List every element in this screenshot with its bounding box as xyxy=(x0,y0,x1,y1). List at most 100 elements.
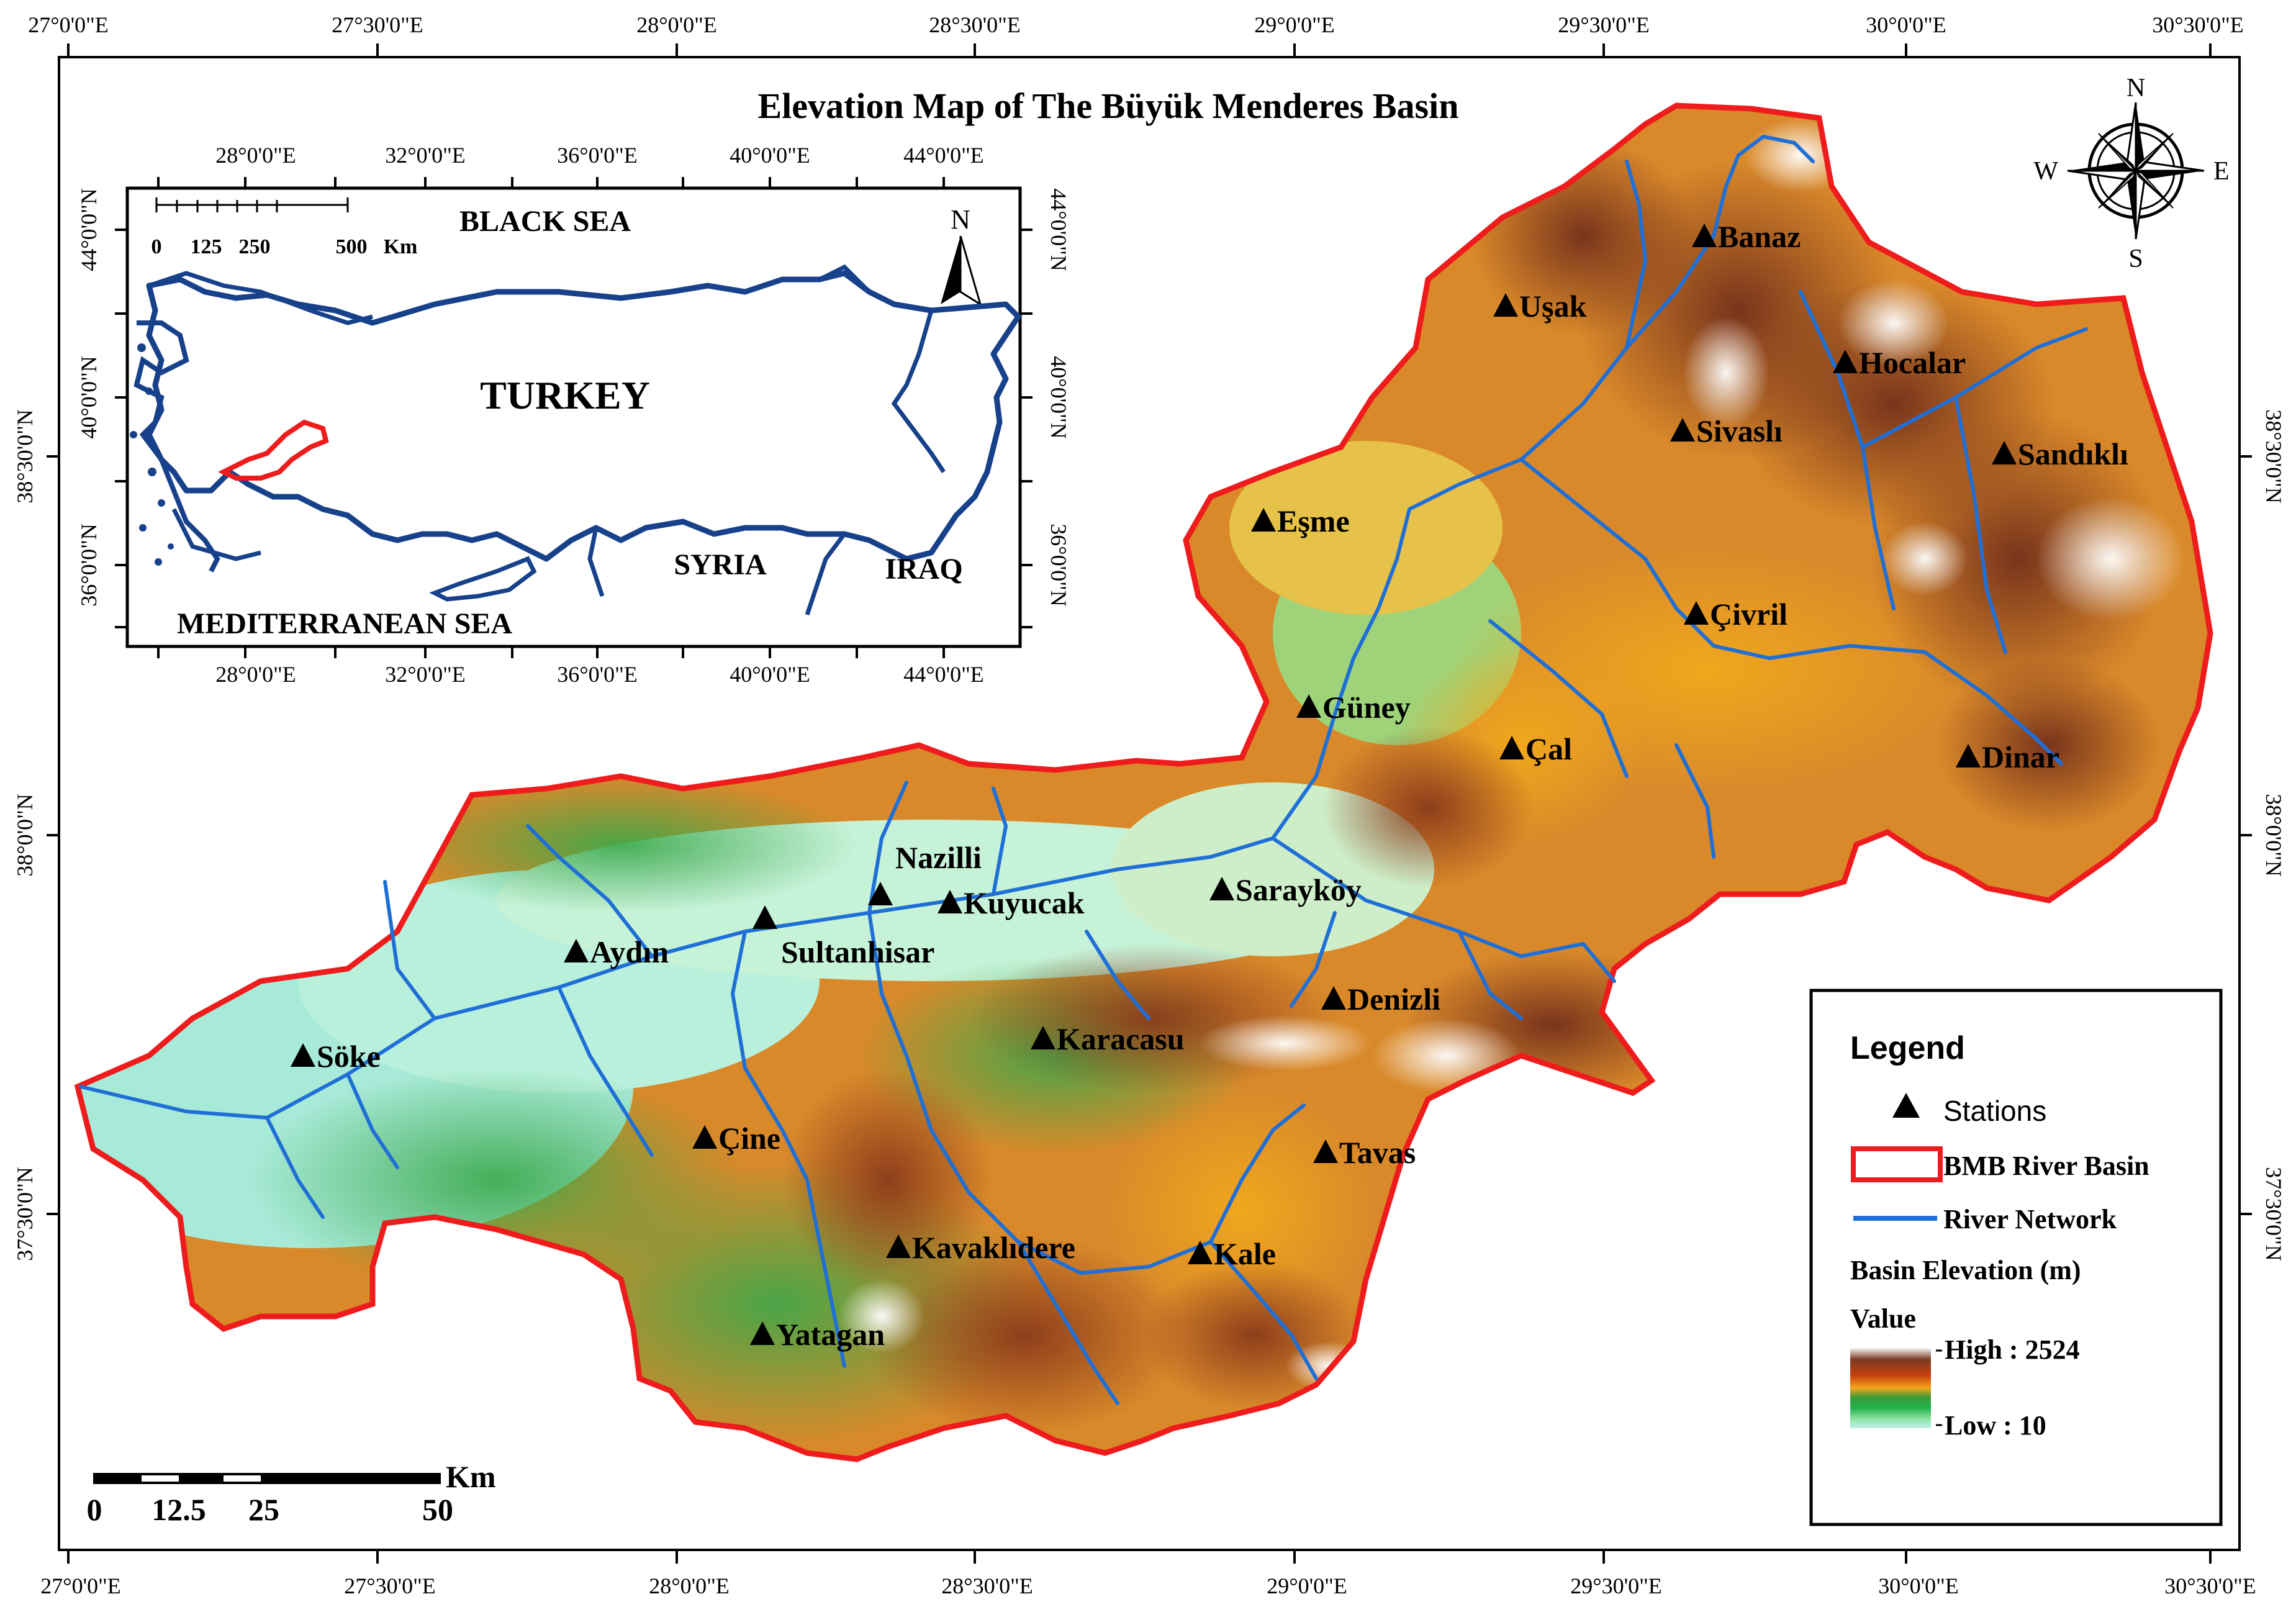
station-yatagan[interactable]: Yatagan xyxy=(750,1317,885,1352)
inset-lon-bottom: 28°0'0"E xyxy=(215,662,296,687)
map-title: Elevation Map of The Büyük Menderes Basi… xyxy=(757,86,1458,126)
top-longitude-labels: 27°0'0"E 27°30'0"E 28°0'0"E 28°30'0"E 29… xyxy=(28,12,2244,37)
lat-label-right: 38°0'0"N xyxy=(2261,794,2286,877)
station-sultanhisar[interactable]: Sultanhisar xyxy=(753,905,934,969)
inset-lat-right: 36°0'0"N xyxy=(1046,523,1071,607)
station-sivasli[interactable]: Sivaslı xyxy=(1670,414,1783,448)
station-kale[interactable]: Kale xyxy=(1188,1236,1276,1271)
station-dinar[interactable]: Dinar xyxy=(1956,740,2059,774)
bottom-longitude-labels: 27°0'0"E 27°30'0"E 28°0'0"E 28°30'0"E 29… xyxy=(40,1574,2256,1598)
inset-north-arrow-icon: N xyxy=(941,204,982,307)
station-marker-icon xyxy=(1833,350,1858,373)
compass-s-label: S xyxy=(2128,245,2143,273)
lon-label-bottom: 29°0'0"E xyxy=(1267,1574,1347,1598)
station-label: Sultanhisar xyxy=(781,935,934,969)
legend-stations-label: Stations xyxy=(1943,1095,2046,1127)
station-label: Söke xyxy=(317,1039,381,1074)
station-karacasu[interactable]: Karacasu xyxy=(1031,1021,1185,1056)
station-marker-icon xyxy=(753,905,777,929)
turkey-outline xyxy=(146,270,1021,562)
station-tavas[interactable]: Tavas xyxy=(1313,1135,1416,1170)
station-label: Sandıklı xyxy=(2018,437,2128,471)
station-marker-icon xyxy=(750,1321,775,1345)
lon-label-top: 28°30'0"E xyxy=(929,12,1021,37)
compass-rose-icon: N S E W xyxy=(2033,74,2229,273)
station-label: Tavas xyxy=(1339,1135,1416,1170)
legend-basin-label: BMB River Basin xyxy=(1943,1151,2149,1181)
inset-lon-bottom: 32°0'0"E xyxy=(385,662,466,687)
inset-label-syria: SYRIA xyxy=(674,548,767,581)
station-usak[interactable]: Uşak xyxy=(1493,289,1587,324)
lon-label-bottom: 30°0'0"E xyxy=(1878,1574,1959,1598)
inset-label-mediterranean: MEDITERRANEAN SEA xyxy=(177,607,512,640)
station-marker-icon xyxy=(886,1234,911,1258)
station-guney[interactable]: Güney xyxy=(1296,690,1411,725)
station-label: Eşme xyxy=(1277,504,1350,538)
lon-label-bottom: 29°30'0"E xyxy=(1570,1574,1662,1598)
inset-label-black-sea: BLACK SEA xyxy=(459,205,631,238)
station-marker-icon xyxy=(1251,508,1276,532)
station-kuyucak[interactable]: Kuyucak xyxy=(938,885,1085,920)
station-aydin[interactable]: Aydın xyxy=(564,935,669,969)
compass-n-label: N xyxy=(2127,74,2145,102)
inset-lon-top: 36°0'0"E xyxy=(557,143,638,168)
station-marker-icon xyxy=(1209,877,1234,900)
lat-label-left: 38°30'0"N xyxy=(12,409,37,504)
station-hocalar[interactable]: Hocalar xyxy=(1833,345,1966,380)
scale-label: 50 xyxy=(422,1492,453,1527)
inset-lat-right: 40°0'0"N xyxy=(1046,356,1071,439)
station-sandikli[interactable]: Sandıklı xyxy=(1992,437,2128,471)
station-label: Karacasu xyxy=(1057,1021,1185,1056)
inset-label-turkey: TURKEY xyxy=(480,373,650,417)
main-scale-bar: 0 12.5 25 50 Km xyxy=(87,1459,496,1527)
compass-w-label: W xyxy=(2033,157,2058,186)
legend-low-label: Low : 10 xyxy=(1945,1410,2046,1441)
lon-label-top: 29°0'0"E xyxy=(1254,12,1335,37)
station-cal[interactable]: Çal xyxy=(1499,731,1572,766)
station-marker-icon xyxy=(1188,1241,1213,1264)
legend-title: Legend xyxy=(1850,1030,1965,1066)
station-label: Kuyucak xyxy=(964,885,1085,920)
station-label: Kale xyxy=(1214,1236,1276,1271)
river-network xyxy=(79,135,2088,1405)
lon-label-top: 29°30'0"E xyxy=(1558,12,1650,37)
stations-layer: Banaz Uşak Hocalar Sivaslı Sandıklı Eşme… xyxy=(291,219,2128,1352)
legend-station-icon xyxy=(1892,1093,1920,1118)
inset-scale-label: Km xyxy=(384,235,418,258)
lat-label-right: 38°30'0"N xyxy=(2261,409,2286,504)
station-label: Dinar xyxy=(1982,740,2059,774)
scale-label: 25 xyxy=(248,1492,279,1527)
station-label: Çivril xyxy=(1710,597,1788,632)
station-nazilli[interactable]: Nazilli xyxy=(868,840,982,905)
station-cine[interactable]: Çine xyxy=(692,1121,780,1156)
lon-label-bottom: 28°30'0"E xyxy=(941,1574,1033,1598)
station-soke[interactable]: Söke xyxy=(291,1039,381,1074)
lon-label-top: 28°0'0"E xyxy=(636,12,717,37)
station-esme[interactable]: Eşme xyxy=(1251,504,1350,538)
station-label: Denizli xyxy=(1347,982,1440,1017)
inset-label-iraq: IRAQ xyxy=(885,553,962,586)
legend-elevation-title: Basin Elevation (m) xyxy=(1850,1255,2081,1285)
station-denizli[interactable]: Denizli xyxy=(1321,982,1440,1017)
station-civril[interactable]: Çivril xyxy=(1684,597,1788,632)
station-saraykoy[interactable]: Sarayköy xyxy=(1209,872,1362,907)
lat-label-left: 37°30'0"N xyxy=(12,1167,37,1261)
left-latitude-labels: 38°30'0"N 38°0'0"N 37°30'0"N xyxy=(12,409,37,1261)
inset-scale-label: 0 xyxy=(151,235,162,258)
legend-elevation-ramp xyxy=(1850,1347,1931,1428)
station-label: Sarayköy xyxy=(1236,872,1362,907)
latitude-ticks xyxy=(47,455,2252,1215)
lat-label-left: 38°0'0"N xyxy=(12,794,37,877)
scale-unit: Km xyxy=(446,1459,496,1494)
inset-lat-right: 44°0'0"N xyxy=(1046,188,1071,271)
station-kavaklidere[interactable]: Kavaklıdere xyxy=(886,1230,1075,1265)
inset-lat-left: 36°0'0"N xyxy=(76,523,101,607)
station-label: Sivaslı xyxy=(1696,414,1783,448)
lon-label-bottom: 30°30'0"E xyxy=(2164,1574,2256,1598)
lat-label-right: 37°30'0"N xyxy=(2261,1167,2286,1261)
legend-basin-swatch xyxy=(1851,1146,1943,1182)
lon-label-top: 27°30'0"E xyxy=(332,12,423,37)
legend: Legend Stations BMB River Basin River Ne… xyxy=(1809,989,2223,1526)
station-banaz[interactable]: Banaz xyxy=(1692,219,1801,254)
station-marker-icon xyxy=(1031,1026,1055,1049)
